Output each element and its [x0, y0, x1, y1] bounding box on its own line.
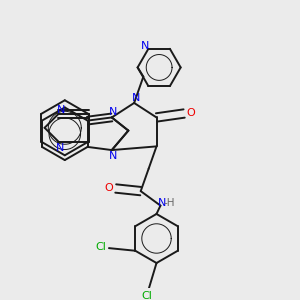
Text: N: N [132, 94, 141, 103]
Text: Cl: Cl [142, 291, 153, 300]
Text: N: N [158, 198, 166, 208]
Text: N: N [141, 41, 149, 51]
Text: N: N [109, 107, 118, 117]
Text: Cl: Cl [96, 242, 106, 252]
Text: N: N [57, 104, 65, 115]
Text: N: N [56, 143, 64, 153]
Text: O: O [105, 184, 113, 194]
Text: N: N [109, 151, 118, 161]
Text: -H: -H [164, 198, 175, 208]
Text: O: O [186, 109, 195, 118]
